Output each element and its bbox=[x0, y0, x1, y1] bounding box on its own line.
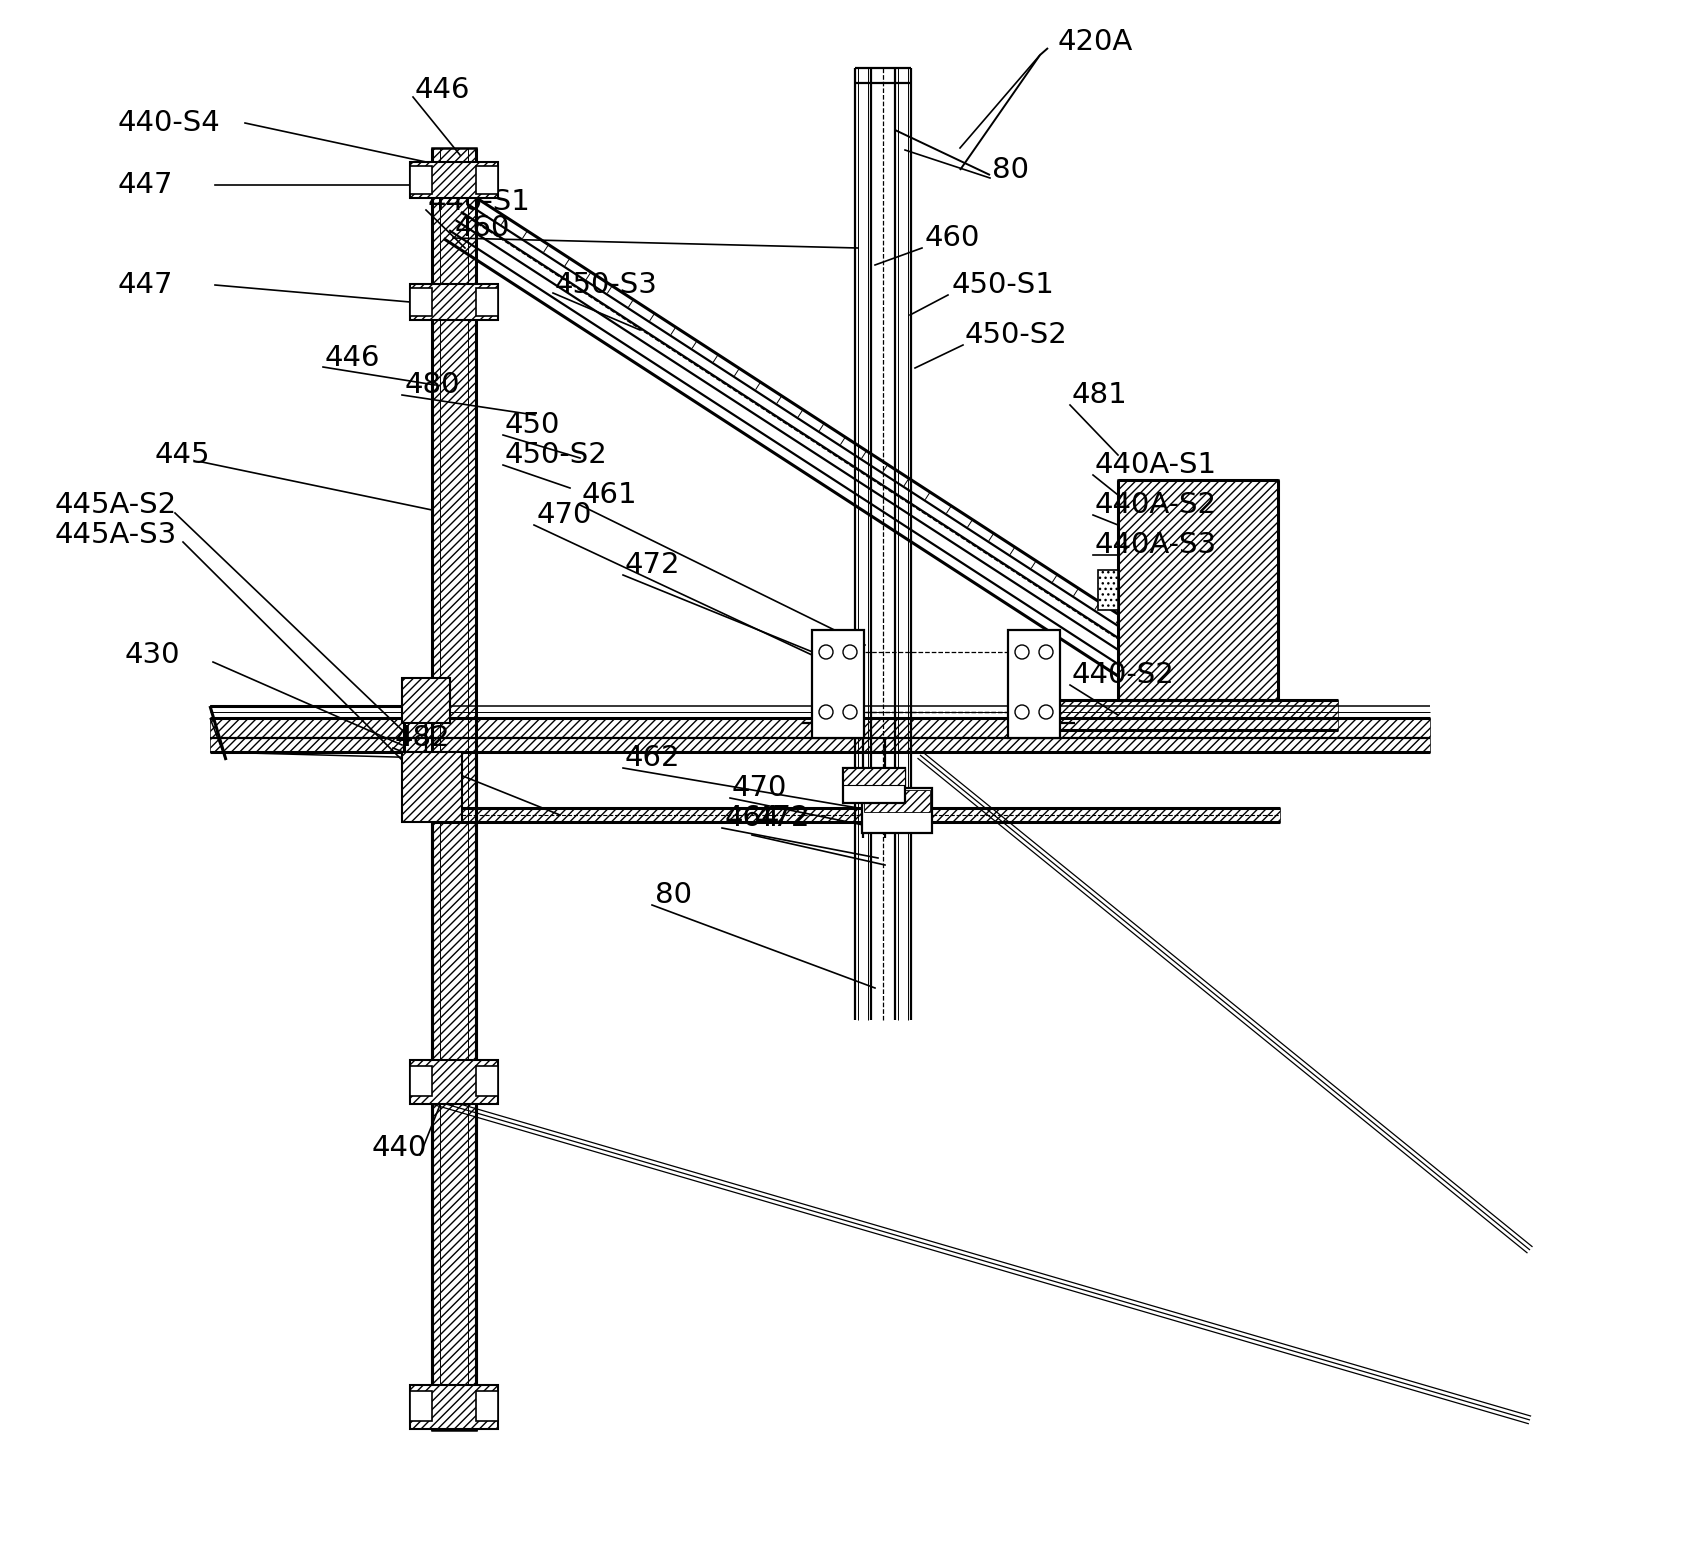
Bar bbox=[812, 630, 864, 738]
Text: 464: 464 bbox=[725, 803, 779, 831]
Bar bbox=[475, 288, 498, 316]
Text: 450-S2: 450-S2 bbox=[964, 320, 1066, 348]
Bar bbox=[409, 1392, 431, 1421]
Text: 80: 80 bbox=[655, 881, 691, 909]
Bar bbox=[861, 788, 932, 833]
Text: 460: 460 bbox=[455, 214, 509, 241]
Text: 80: 80 bbox=[992, 156, 1029, 184]
Bar bbox=[431, 149, 475, 1430]
Text: 472: 472 bbox=[754, 803, 810, 831]
Text: 450-S3: 450-S3 bbox=[555, 271, 657, 299]
Text: 420A: 420A bbox=[1058, 28, 1133, 56]
Text: 445: 445 bbox=[155, 441, 211, 469]
Text: 440A-S3: 440A-S3 bbox=[1094, 531, 1216, 559]
Text: 445A-S2: 445A-S2 bbox=[54, 491, 177, 519]
Circle shape bbox=[1039, 646, 1053, 659]
Bar bbox=[409, 163, 498, 198]
Circle shape bbox=[842, 704, 856, 718]
Bar bbox=[475, 166, 498, 194]
Bar bbox=[409, 166, 431, 194]
Bar bbox=[1037, 700, 1338, 731]
Text: 461: 461 bbox=[582, 481, 637, 509]
Text: 470: 470 bbox=[732, 774, 786, 802]
Text: 440-S4: 440-S4 bbox=[117, 108, 221, 138]
Bar bbox=[409, 283, 498, 320]
Bar bbox=[431, 808, 1279, 822]
Bar bbox=[842, 768, 905, 785]
Text: 440: 440 bbox=[372, 1135, 428, 1163]
Circle shape bbox=[818, 704, 832, 718]
Text: 440A-S2: 440A-S2 bbox=[1094, 491, 1216, 519]
Text: 472: 472 bbox=[625, 551, 681, 579]
Text: 440-S1: 440-S1 bbox=[428, 187, 530, 217]
Text: 447: 447 bbox=[117, 271, 173, 299]
Bar bbox=[1007, 630, 1060, 738]
Bar bbox=[402, 752, 462, 822]
Circle shape bbox=[1014, 646, 1029, 659]
Text: 482: 482 bbox=[394, 724, 450, 752]
Text: 445A-S3: 445A-S3 bbox=[54, 522, 177, 550]
Bar bbox=[864, 789, 929, 813]
Text: 462: 462 bbox=[625, 745, 681, 772]
Text: 480: 480 bbox=[404, 372, 460, 399]
Circle shape bbox=[818, 646, 832, 659]
Circle shape bbox=[842, 646, 856, 659]
Text: 446: 446 bbox=[324, 344, 380, 372]
Bar bbox=[211, 718, 1430, 752]
Circle shape bbox=[1014, 704, 1029, 718]
Text: 440-S2: 440-S2 bbox=[1071, 661, 1173, 689]
Text: 481: 481 bbox=[1071, 381, 1127, 409]
Bar bbox=[475, 1392, 498, 1421]
Text: 446: 446 bbox=[414, 76, 470, 104]
Bar bbox=[1097, 570, 1117, 610]
Bar bbox=[1117, 480, 1277, 700]
Bar bbox=[475, 1067, 498, 1096]
Text: 470: 470 bbox=[537, 502, 593, 529]
Text: 450: 450 bbox=[504, 412, 560, 440]
Text: 430: 430 bbox=[126, 641, 180, 669]
Text: 450-S2: 450-S2 bbox=[504, 441, 608, 469]
Bar bbox=[409, 1060, 498, 1104]
Text: 447: 447 bbox=[117, 170, 173, 200]
Bar bbox=[402, 678, 450, 723]
Bar bbox=[842, 768, 905, 803]
Bar bbox=[409, 288, 431, 316]
Text: 450-S1: 450-S1 bbox=[951, 271, 1054, 299]
Bar bbox=[409, 1385, 498, 1429]
Bar bbox=[409, 1067, 431, 1096]
Text: 460: 460 bbox=[924, 224, 980, 252]
Circle shape bbox=[1039, 704, 1053, 718]
Text: 440A-S1: 440A-S1 bbox=[1094, 450, 1216, 478]
